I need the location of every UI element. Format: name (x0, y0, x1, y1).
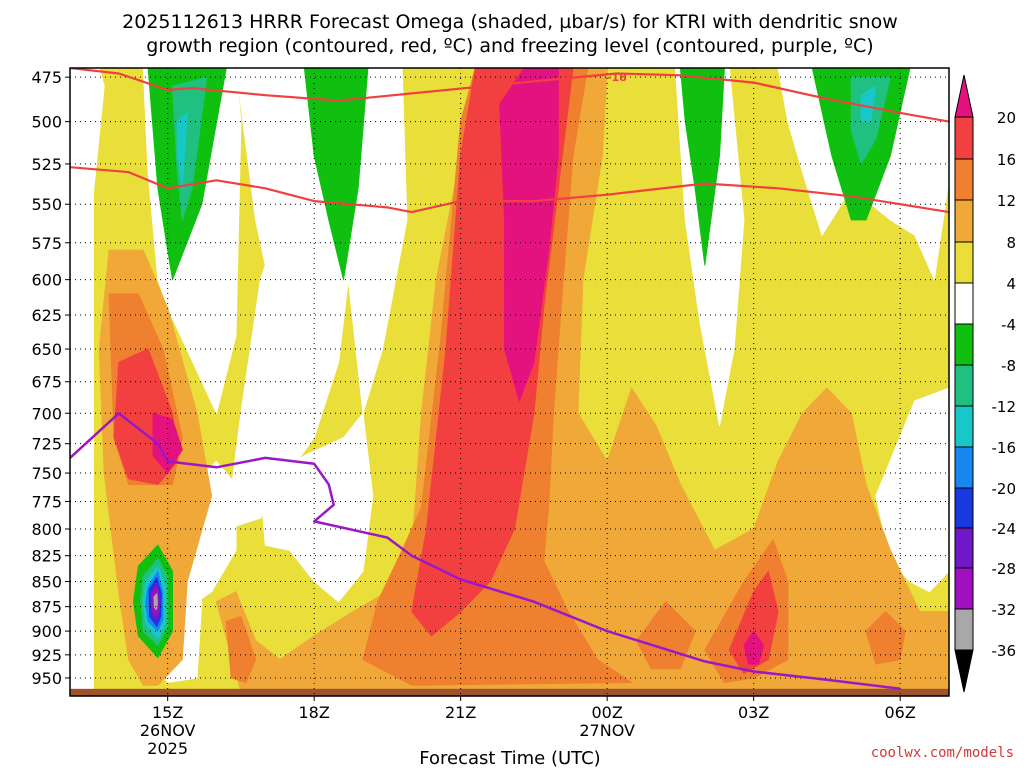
y-tick-label: 775 (31, 492, 62, 511)
colorbar-band-12_16 (954, 158, 974, 201)
y-tick-label: 650 (31, 340, 62, 359)
colorbar-band-m8_m4 (954, 323, 974, 366)
x-axis-label: Forecast Time (UTC) (419, 748, 600, 768)
x-tick-label: 21Z (445, 703, 476, 722)
credit-text: coolwx.com/models (871, 745, 1014, 761)
x-tick-label: 26NOV (140, 721, 196, 740)
y-tick-label: 800 (31, 520, 62, 539)
contour-lines: -18 (70, 68, 949, 691)
y-tick-label: 900 (31, 622, 62, 641)
omega-region-12_16 (636, 601, 696, 670)
dgz-bottom-contour (70, 166, 949, 214)
y-tick-label: 475 (31, 68, 62, 87)
colorbar-label: -36 (992, 642, 1017, 660)
omega-region-m36_m32 (153, 593, 158, 611)
omega-region-16_20 (728, 570, 779, 674)
colorbar-band-m24_m20 (954, 487, 974, 529)
x-tick-label: 06Z (885, 703, 916, 722)
x-tick-label: 2025 (147, 739, 188, 758)
omega-region-12_16 (225, 616, 257, 683)
omega-region-m8_m4 (303, 68, 369, 281)
x-tick-label: 15Z (152, 703, 183, 722)
y-tick-label: 675 (31, 373, 62, 392)
colorbar-label: -16 (992, 439, 1017, 457)
y-tick-label: 925 (31, 646, 62, 665)
freezing-level-contour (70, 412, 901, 691)
ground-strip (70, 688, 949, 696)
dgz-top-contour (70, 68, 949, 123)
x-tick-label: 27NOV (579, 721, 635, 740)
colorbar-band-4_8 (954, 241, 974, 284)
y-tick-label: 700 (31, 404, 62, 423)
colorbar-label: -4 (1001, 316, 1016, 334)
dgz-contour-label: -18 (607, 71, 627, 84)
y-tick-label: 600 (31, 271, 62, 290)
y-tick-label: 950 (31, 669, 62, 688)
shaded-omega-regions (70, 68, 949, 692)
y-tick-label: 875 (31, 598, 62, 617)
colorbar-label: 16 (997, 151, 1016, 169)
omega-region-gt20 (499, 68, 559, 402)
omega-region-m16_m12 (176, 112, 188, 189)
x-tick-label: 03Z (738, 703, 769, 722)
y-tick-label: 500 (31, 113, 62, 132)
colorbar-top-arrow (954, 74, 974, 118)
colorbar-label: -32 (992, 601, 1017, 619)
colorbar-label: 8 (1006, 234, 1016, 252)
y-tick-label: 575 (31, 234, 62, 253)
omega-region-m4_4 (70, 68, 105, 439)
colorbar-band-m4_4 (954, 282, 974, 325)
colorbar-band-8_12 (954, 199, 974, 243)
colorbar-label: -12 (992, 398, 1017, 416)
colorbar-label: 20 (997, 109, 1016, 127)
colorbar-band-m12_m8 (954, 364, 974, 407)
colorbar-label: -24 (992, 520, 1017, 538)
y-tick-label: 850 (31, 573, 62, 592)
y-tick-label: 750 (31, 464, 62, 483)
colorbar-label: -28 (992, 560, 1017, 578)
omega-region-m12_m8 (172, 76, 208, 221)
y-tick-label: 625 (31, 306, 62, 325)
colorbar-band-m28_m24 (954, 527, 974, 569)
y-tick-label: 550 (31, 195, 62, 214)
colorbar-band-m20_m16 (954, 446, 974, 489)
ground-fill (70, 688, 949, 696)
omega-region-gt20 (743, 630, 764, 665)
colorbar-label: 4 (1006, 275, 1016, 293)
colorbar-band-m16_m12 (954, 405, 974, 448)
colorbar-label: -20 (992, 480, 1017, 498)
chart-title-line2: growth region (contoured, red, ºC) and f… (146, 35, 873, 57)
y-axis-ticks: 475 500 525 550 575 600 625 650 675 700 725 750 775 8… (31, 68, 70, 688)
x-tick-label: 18Z (299, 703, 330, 722)
chart-title-line1: 2025112613 HRRR Forecast Omega (shaded, … (122, 11, 898, 33)
colorbar-band-m36_m32 (954, 608, 974, 651)
omega-region-8_12 (216, 68, 949, 692)
x-tick-label: 00Z (592, 703, 623, 722)
colorbar-band-16_20 (954, 116, 974, 160)
colorbar-band-m32_m28 (954, 567, 974, 610)
colorbar-label: 12 (997, 192, 1016, 210)
colorbar: 20 16 12 8 4 -4 -8 -12 -16 -20 -24 -28 -32 -36 (954, 74, 1017, 693)
y-tick-label: 825 (31, 547, 62, 566)
y-tick-label: 525 (31, 155, 62, 174)
colorbar-label: -8 (1001, 357, 1016, 375)
colorbar-bottom-arrow (954, 649, 974, 693)
y-tick-label: 725 (31, 435, 62, 454)
omega-region-12_16 (865, 611, 906, 665)
